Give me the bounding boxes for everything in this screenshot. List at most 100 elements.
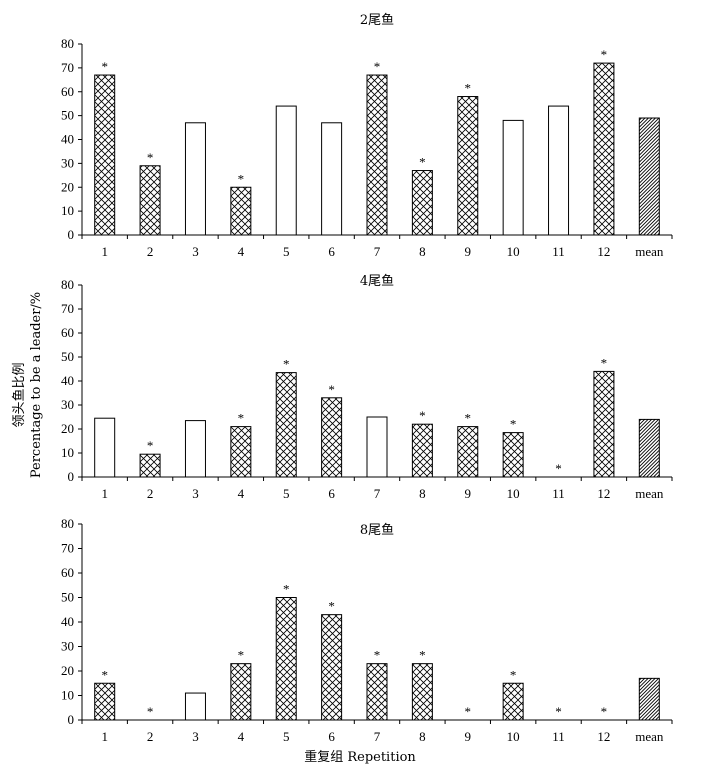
x-tick-label: mean xyxy=(635,244,664,259)
significance-marker: * xyxy=(238,171,245,186)
chart-panel-1: 2尾鱼 0 10 20 30 40 50 60 70 80 * 1 * 2 3 * 4 5 6 * 7 * 8 * 9 10 11 *… xyxy=(61,12,673,259)
bar-10 xyxy=(502,682,524,721)
y-tick-label: 20 xyxy=(61,663,74,678)
significance-marker: * xyxy=(101,59,108,74)
y-tick-label: 60 xyxy=(61,565,74,580)
bar-5 xyxy=(275,105,297,236)
bar-11 xyxy=(548,105,570,236)
bar-8 xyxy=(411,423,433,478)
x-tick-label: 7 xyxy=(374,729,381,744)
x-tick-label: 1 xyxy=(101,244,108,259)
y-tick-label: 80 xyxy=(61,277,74,292)
bar-6 xyxy=(321,122,343,236)
significance-marker: * xyxy=(601,704,608,719)
x-tick-label: 5 xyxy=(283,729,290,744)
x-tick-label: 5 xyxy=(283,486,290,501)
x-tick-label: 3 xyxy=(192,729,199,744)
bar-mean xyxy=(638,418,660,478)
significance-marker: * xyxy=(238,648,245,663)
significance-marker: * xyxy=(328,382,335,397)
x-tick-label: 4 xyxy=(238,244,245,259)
significance-marker: * xyxy=(374,648,381,663)
x-tick-label: 11 xyxy=(552,244,565,259)
x-tick-label: 6 xyxy=(328,486,335,501)
significance-marker: * xyxy=(419,648,426,663)
x-tick-label: 2 xyxy=(147,244,154,259)
x-tick-label: 4 xyxy=(238,729,245,744)
bar-3 xyxy=(184,420,206,478)
y-tick-label: 50 xyxy=(61,108,74,123)
significance-marker: * xyxy=(147,704,154,719)
significance-marker: * xyxy=(147,438,154,453)
y-tick-label: 0 xyxy=(68,227,75,242)
significance-marker: * xyxy=(465,81,472,96)
y-tick-label: 40 xyxy=(61,614,74,629)
x-tick-label: 10 xyxy=(507,244,520,259)
bar-9 xyxy=(457,96,479,236)
x-tick-label: 6 xyxy=(328,244,335,259)
significance-marker: * xyxy=(283,582,290,597)
y-tick-label: 30 xyxy=(61,397,74,412)
chart-title: 2尾鱼 xyxy=(360,12,394,28)
bar-4 xyxy=(230,426,252,478)
significance-marker: * xyxy=(465,411,472,426)
bar-3 xyxy=(184,692,206,721)
bar-8 xyxy=(411,663,433,721)
bar-6 xyxy=(321,614,343,721)
significance-marker: * xyxy=(283,357,290,372)
x-axis-label: 重复组 Repetition xyxy=(304,749,416,765)
x-tick-label: 1 xyxy=(101,486,108,501)
y-axis-label-en: Percentage to be a leader/% xyxy=(29,292,44,478)
x-tick-label: 8 xyxy=(419,244,426,259)
x-tick-label: 11 xyxy=(552,486,565,501)
y-tick-label: 50 xyxy=(61,590,74,605)
significance-marker: * xyxy=(101,667,108,682)
bar-1 xyxy=(94,682,116,721)
x-tick-label: 1 xyxy=(101,729,108,744)
bar-1 xyxy=(94,417,116,478)
x-tick-label: 12 xyxy=(597,244,610,259)
y-tick-label: 30 xyxy=(61,155,74,170)
bar-9 xyxy=(457,426,479,478)
y-tick-label: 10 xyxy=(61,445,74,460)
significance-marker: * xyxy=(419,408,426,423)
bar-2 xyxy=(139,165,161,236)
y-tick-label: 10 xyxy=(61,203,74,218)
significance-marker: * xyxy=(510,667,517,682)
significance-marker: * xyxy=(555,461,562,476)
bar-12 xyxy=(593,370,615,478)
x-tick-label: mean xyxy=(635,729,664,744)
bar-1 xyxy=(94,74,116,236)
significance-marker: * xyxy=(238,411,245,426)
y-tick-label: 20 xyxy=(61,421,74,436)
y-tick-label: 0 xyxy=(68,712,75,727)
bar-2 xyxy=(139,453,161,478)
y-tick-label: 60 xyxy=(61,84,74,99)
y-tick-label: 10 xyxy=(61,688,74,703)
x-tick-label: 10 xyxy=(507,729,520,744)
x-tick-label: 3 xyxy=(192,244,199,259)
y-tick-label: 70 xyxy=(61,541,74,556)
bar-mean xyxy=(638,117,660,236)
x-tick-label: 2 xyxy=(147,486,154,501)
x-tick-label: 10 xyxy=(507,486,520,501)
x-tick-label: 7 xyxy=(374,244,381,259)
significance-marker: * xyxy=(147,150,154,165)
y-tick-label: 30 xyxy=(61,639,74,654)
x-tick-label: 9 xyxy=(465,486,472,501)
significance-marker: * xyxy=(465,704,472,719)
bar-12 xyxy=(593,62,615,236)
y-tick-label: 40 xyxy=(61,373,74,388)
bar-8 xyxy=(411,170,433,236)
significance-marker: * xyxy=(555,704,562,719)
significance-marker: * xyxy=(510,417,517,432)
x-tick-label: 12 xyxy=(597,729,610,744)
chart-title: 8尾鱼 xyxy=(360,522,394,538)
chart-panel-3: 8尾鱼 0 10 20 30 40 50 60 70 80 * 1 * 2 3 * 4 * 5 * 6 * 7 * 8 * 9 * 10… xyxy=(61,516,673,744)
x-tick-label: 12 xyxy=(597,486,610,501)
y-tick-label: 50 xyxy=(61,349,74,364)
significance-marker: * xyxy=(601,355,608,370)
bar-3 xyxy=(184,122,206,236)
significance-marker: * xyxy=(419,155,426,170)
